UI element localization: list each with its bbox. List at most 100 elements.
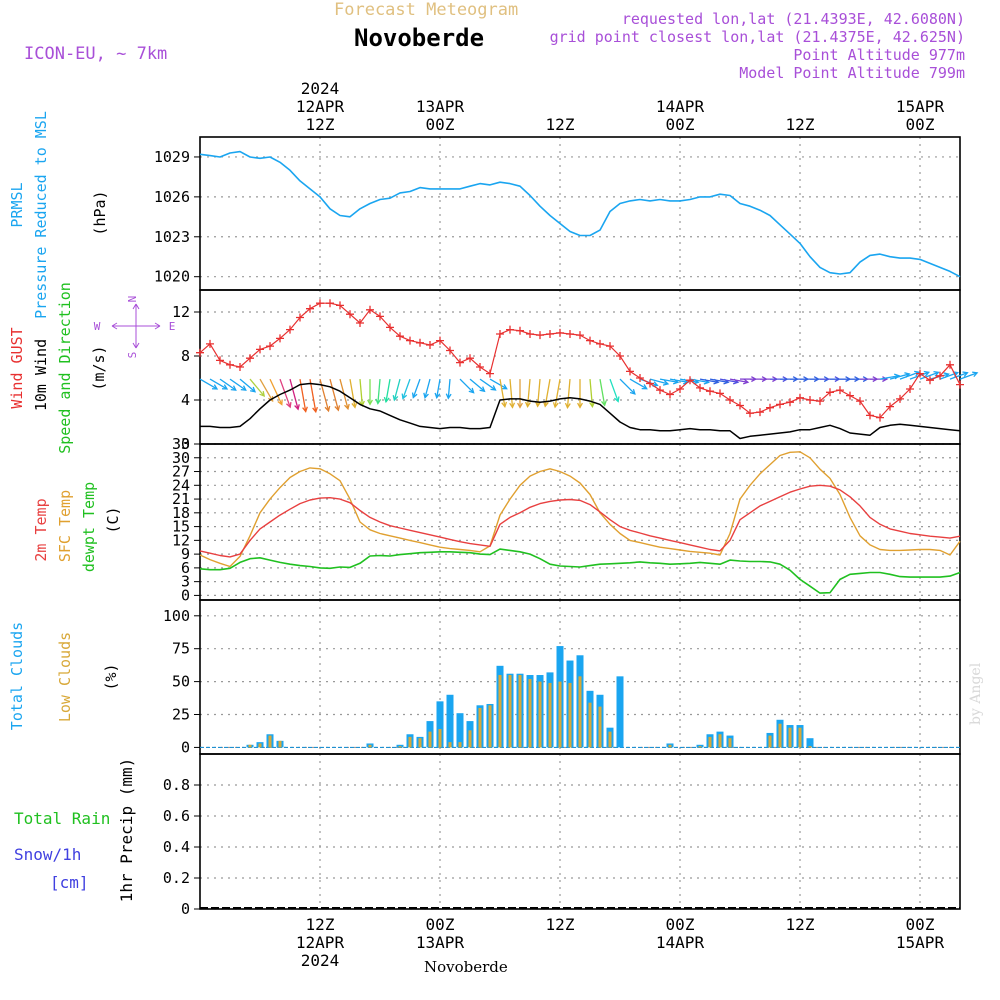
compass-n: N bbox=[126, 296, 139, 303]
gust-marker bbox=[196, 348, 204, 357]
wind-arrow bbox=[309, 378, 317, 412]
low-cloud-bar bbox=[518, 675, 522, 748]
bottom-time-label: 14APR bbox=[656, 933, 705, 952]
wind-arrow bbox=[219, 378, 237, 391]
wind-arrow bbox=[699, 378, 719, 383]
y-tick-label: 6 bbox=[181, 559, 190, 577]
wind-unit-label: (m/s) bbox=[90, 345, 108, 390]
grid-lines bbox=[194, 137, 960, 910]
bottom-time-label: 12Z bbox=[786, 915, 815, 934]
wind-arrow bbox=[889, 373, 910, 380]
y-tick-label: 25 bbox=[172, 706, 190, 724]
gust-marker bbox=[626, 367, 634, 376]
wind-arrow-head bbox=[312, 406, 318, 414]
wind-arrow bbox=[349, 378, 356, 408]
total-cloud-bar bbox=[446, 694, 454, 748]
gust-marker bbox=[886, 402, 894, 411]
prmsl-unit-label: (hPa) bbox=[91, 190, 109, 235]
wind-arrow-head bbox=[914, 370, 921, 377]
bottom-time-label: 15APR bbox=[896, 933, 945, 952]
wind-arrow-head bbox=[468, 387, 475, 394]
wind-arrow bbox=[229, 378, 247, 391]
y-tick-label: 9 bbox=[181, 545, 190, 563]
gust-marker bbox=[306, 304, 314, 313]
sfc-temp-line bbox=[199, 451, 961, 568]
gust-marker bbox=[686, 376, 694, 385]
top-time-label: 14APR bbox=[656, 97, 705, 116]
y-tick-label: 12 bbox=[172, 303, 190, 321]
low-clouds-label: Low Clouds bbox=[56, 632, 74, 722]
gust-marker bbox=[566, 330, 574, 338]
gust-marker bbox=[546, 330, 554, 338]
wind-arrow bbox=[319, 378, 330, 412]
low-cloud-bar bbox=[478, 707, 482, 748]
model-label: ICON-EU, ~ 7km bbox=[24, 44, 168, 64]
y-tick-label: 12 bbox=[172, 531, 190, 549]
panel-frame bbox=[199, 289, 961, 445]
wind-arrow bbox=[949, 372, 968, 380]
low-cloud-bar bbox=[608, 731, 612, 748]
wind-arrow-head bbox=[524, 401, 531, 408]
gust-marker bbox=[366, 305, 374, 314]
low-cloud-bar bbox=[548, 682, 552, 748]
y-tick-label: 33 bbox=[172, 435, 190, 453]
wind-arrow-head bbox=[211, 384, 219, 390]
total-clouds-label: Total Clouds bbox=[8, 622, 26, 730]
wind-speed-dir-label: Speed and Direction bbox=[56, 282, 74, 454]
wind-arrow-head bbox=[577, 402, 583, 409]
wind-arrow-head bbox=[383, 396, 390, 404]
wind-arrow bbox=[489, 378, 507, 390]
top-time-label: 12Z bbox=[306, 115, 335, 134]
wind-arrow-head bbox=[589, 401, 596, 408]
gust-marker bbox=[706, 387, 714, 396]
wind-arrow-head bbox=[423, 392, 429, 400]
bottom-time-label: 00Z bbox=[426, 915, 455, 934]
y-tick-label: 0.8 bbox=[163, 776, 190, 794]
low-cloud-bar bbox=[448, 742, 452, 748]
gust-marker bbox=[786, 398, 794, 407]
t2m-line bbox=[199, 484, 961, 558]
y-tick-label: 1029 bbox=[154, 148, 190, 166]
gust-marker bbox=[396, 332, 404, 341]
gust-marker bbox=[206, 339, 214, 348]
gust-marker bbox=[866, 411, 874, 420]
gust-marker bbox=[716, 389, 724, 398]
low-cloud-bar bbox=[568, 682, 572, 748]
y-tick-label: 100 bbox=[163, 607, 190, 625]
y-tick-label: 4 bbox=[181, 391, 190, 409]
wind-arrow bbox=[199, 378, 218, 390]
gust-marker bbox=[316, 299, 324, 308]
gust-marker bbox=[516, 326, 524, 335]
y-tick-label: 0 bbox=[181, 738, 190, 756]
wind-arrow-head bbox=[972, 371, 979, 378]
gust-marker bbox=[386, 323, 394, 332]
low-cloud-bar bbox=[528, 678, 532, 748]
bottom-time-label: 00Z bbox=[906, 915, 935, 934]
wind-arrow-head bbox=[490, 385, 497, 391]
wind-arrow-head bbox=[933, 371, 940, 377]
chart-title: Novoberde bbox=[354, 24, 485, 52]
wind-arrow bbox=[899, 371, 920, 380]
panel-frame bbox=[199, 136, 961, 291]
low-cloud-bar bbox=[248, 744, 252, 748]
temp-unit-label: (C) bbox=[104, 506, 122, 533]
bottom-time-label: 00Z bbox=[666, 915, 695, 934]
wind-arrow bbox=[919, 371, 939, 380]
wind-speed-line bbox=[200, 382, 961, 440]
gust-marker bbox=[776, 400, 784, 409]
wind-arrow-head bbox=[375, 398, 382, 405]
low-cloud-bar bbox=[808, 746, 812, 748]
wind-arrow-head bbox=[542, 401, 549, 408]
wind-arrow-head bbox=[351, 402, 358, 409]
gust-marker bbox=[766, 403, 774, 412]
low-cloud-bar bbox=[668, 744, 672, 748]
low-cloud-bar bbox=[598, 706, 602, 748]
dewpt-label: dewpt Temp bbox=[80, 482, 98, 572]
pressure-line bbox=[199, 150, 961, 278]
top-time-label: 12Z bbox=[786, 115, 815, 134]
wind-arrow bbox=[377, 379, 381, 404]
wind-arrow-head bbox=[600, 400, 607, 407]
wind-arrow bbox=[729, 378, 749, 383]
wind-arrow bbox=[393, 378, 401, 401]
y-tick-label: 0 bbox=[181, 435, 190, 453]
